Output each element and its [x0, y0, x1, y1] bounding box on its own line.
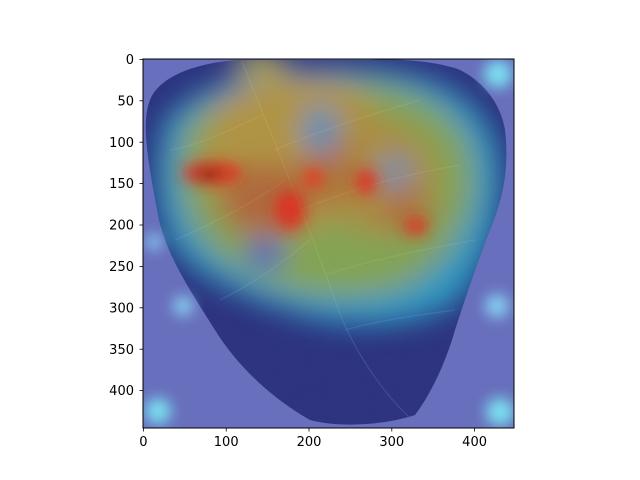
x-tick-label: 300	[379, 435, 404, 450]
y-tick-label: 0	[126, 53, 134, 68]
x-tick-label: 0	[139, 435, 147, 450]
heatmap-corner-blobs	[145, 60, 514, 426]
y-axis: 0 50 100 150 200 250 300 350 400	[109, 53, 143, 399]
plot-area	[143, 59, 514, 428]
x-tick-label: 200	[297, 435, 322, 450]
y-tick-label: 200	[109, 219, 134, 234]
heatmap-overlay	[156, 59, 501, 325]
x-tick-label: 400	[462, 435, 487, 450]
y-tick-label: 250	[109, 260, 134, 275]
axes-frame	[142, 58, 515, 429]
y-tick-label: 150	[109, 177, 134, 192]
y-tick-label: 100	[109, 136, 134, 151]
y-tick-label: 300	[109, 301, 134, 316]
y-tick-label: 350	[109, 343, 134, 358]
y-tick-label: 50	[117, 94, 134, 109]
y-tick-label: 400	[109, 384, 134, 399]
x-tick-label: 100	[214, 435, 239, 450]
x-axis: 0 100 200 300 400	[139, 428, 487, 450]
